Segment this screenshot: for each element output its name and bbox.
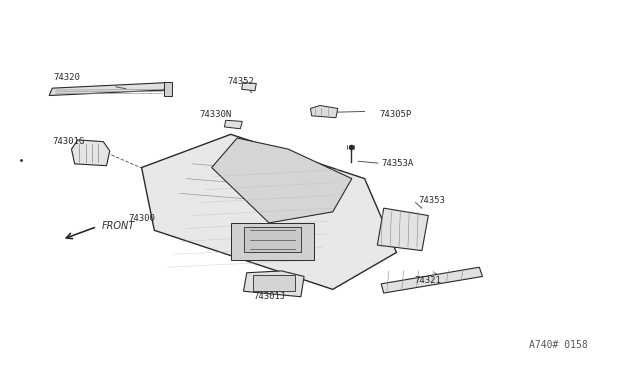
Text: 74353A: 74353A: [382, 158, 414, 168]
Text: 74321: 74321: [414, 276, 441, 285]
FancyBboxPatch shape: [231, 223, 314, 260]
Polygon shape: [244, 271, 304, 297]
Polygon shape: [225, 120, 243, 129]
Text: 74330N: 74330N: [199, 109, 231, 119]
Polygon shape: [49, 83, 167, 96]
Bar: [164, 82, 172, 96]
Text: A740# 0158: A740# 0158: [529, 340, 588, 350]
Text: 74352: 74352: [228, 77, 255, 86]
Polygon shape: [242, 83, 256, 91]
Polygon shape: [212, 138, 352, 223]
Polygon shape: [72, 140, 109, 166]
Text: FRONT: FRONT: [102, 221, 135, 231]
Text: 74301G: 74301G: [52, 137, 84, 146]
FancyBboxPatch shape: [244, 227, 301, 253]
Text: 74305P: 74305P: [380, 110, 412, 119]
Text: 74320: 74320: [54, 73, 81, 81]
Polygon shape: [141, 134, 396, 289]
Text: 74300: 74300: [129, 214, 156, 223]
Text: 74353: 74353: [419, 196, 445, 205]
Polygon shape: [378, 208, 428, 251]
FancyBboxPatch shape: [253, 275, 294, 291]
Polygon shape: [381, 267, 483, 293]
Text: 74301J: 74301J: [253, 292, 285, 301]
Polygon shape: [310, 106, 338, 118]
